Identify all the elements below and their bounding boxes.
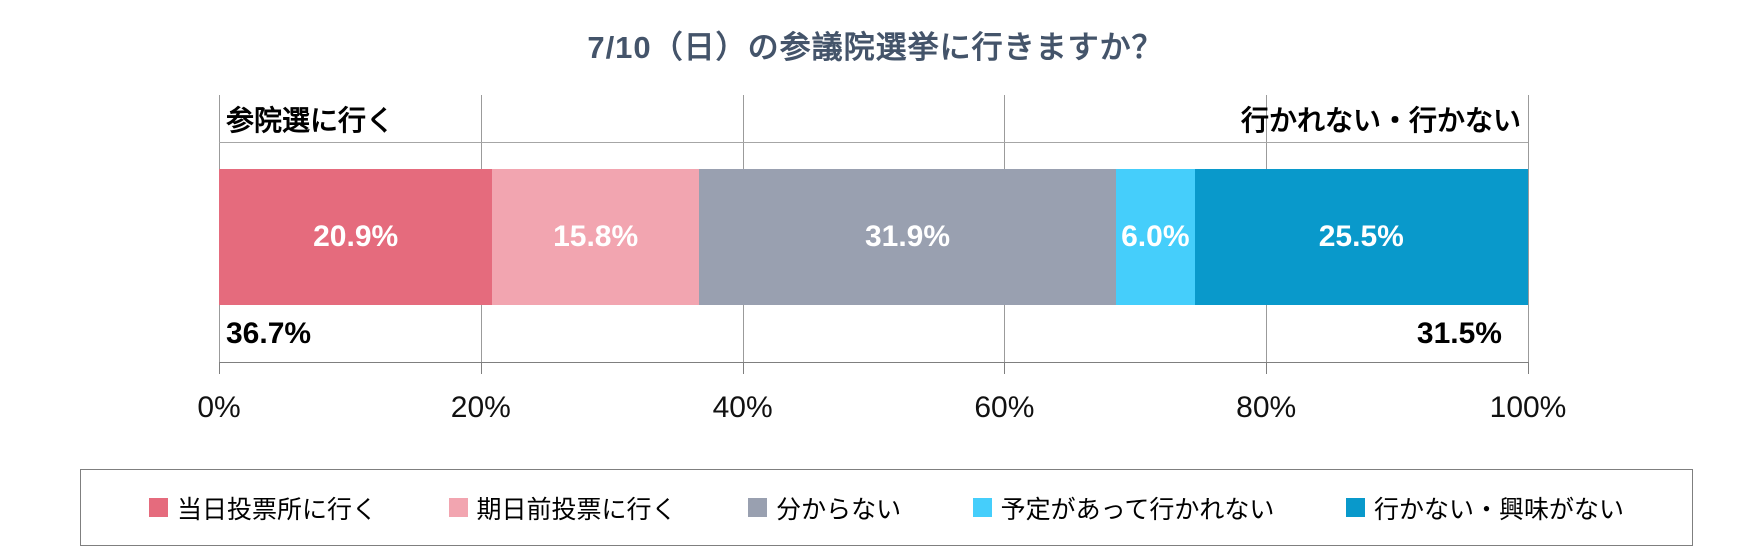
legend-swatch-icon: [149, 498, 168, 517]
chart-title: 7/10（日）の参議院選挙に行きますか？: [587, 30, 1164, 65]
legend-label: 分からない: [776, 495, 902, 524]
bar-segment-early-vote: 15.8%: [492, 169, 699, 305]
legend-item-dont-know: 分からない: [748, 490, 901, 526]
bar-segment-value: 20.9%: [313, 220, 399, 253]
bar-segment-wont-go: 25.5%: [1194, 169, 1529, 305]
legend-swatch-icon: [448, 498, 468, 517]
stacked-bar: 20.9% 15.8% 31.9% 6.0% 25.5%: [219, 169, 1529, 305]
legend-item-early-vote: 期日前投票に行く: [448, 490, 677, 526]
group-label-not-go: 行かれない・行かない: [1240, 104, 1521, 136]
group-label-go: 参院選に行く: [226, 104, 395, 136]
bar-segment-value: 25.5%: [1318, 220, 1404, 253]
axis-tick: [480, 362, 482, 374]
gridline-100pct: [1528, 95, 1529, 362]
subtotal-not-go: 31.5%: [1416, 316, 1502, 350]
axis-label-40: 40%: [712, 391, 773, 424]
axis-label-80: 80%: [1236, 391, 1297, 424]
bar-segment-value: 6.0%: [1121, 220, 1190, 253]
axis-label-60: 60%: [974, 391, 1035, 424]
axis-tick: [1266, 362, 1268, 374]
legend-item-wont-go: 行かない・興味がない: [1345, 490, 1624, 526]
group-label-row: 参院選に行く 行かれない・行かない: [219, 95, 1528, 143]
axis-tick: [1528, 362, 1529, 374]
legend-item-cannot-go: 予定があって行かれない: [972, 490, 1275, 526]
axis-label-20: 20%: [450, 391, 511, 424]
axis-tick: [742, 362, 744, 374]
subtotal-go: 36.7%: [226, 316, 312, 350]
axis-tick: [219, 362, 220, 374]
x-axis: 0% 20% 40% 60% 80% 100%: [197, 391, 1566, 431]
legend-item-same-day-vote: 当日投票所に行く: [149, 490, 377, 526]
subtotal-row: 36.7% 31.5%: [219, 305, 1528, 362]
legend-label: 期日前投票に行く: [476, 495, 677, 524]
bar-segment-same-day-vote: 20.9%: [219, 169, 493, 305]
axis-tick: [1004, 362, 1006, 374]
legend-label: 当日投票所に行く: [177, 495, 378, 524]
legend-swatch-icon: [1345, 498, 1365, 517]
legend: 当日投票所に行く 期日前投票に行く 分からない 予定があって行かれない 行かない…: [80, 469, 1693, 546]
legend-swatch-icon: [972, 498, 992, 517]
bar-segment-cannot-go: 6.0%: [1116, 169, 1195, 305]
bar-segment-dont-know: 31.9%: [698, 169, 1117, 305]
bar-segment-value: 15.8%: [553, 220, 639, 253]
axis-label-0: 0%: [197, 391, 241, 424]
legend-swatch-icon: [748, 498, 768, 517]
axis-label-100: 100%: [1489, 391, 1567, 424]
legend-label: 予定があって行かれない: [1000, 495, 1275, 524]
legend-label: 行かない・興味がない: [1373, 495, 1624, 524]
bar-segment-value: 31.9%: [864, 220, 951, 253]
plot-area: 参院選に行く 行かれない・行かない 20.9% 15.8% 31.9% 6.0%…: [219, 95, 1529, 374]
